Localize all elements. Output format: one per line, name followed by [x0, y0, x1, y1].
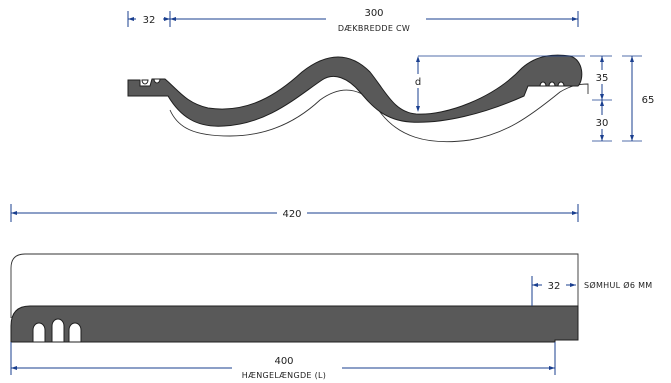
height-dimensions: 35 30 65 — [590, 55, 659, 142]
length-dimension: 420 — [10, 204, 579, 222]
total-length-label: 420 — [282, 209, 301, 220]
d-dimension: d — [411, 55, 585, 112]
hanging-length-dimension: 400 HÆNGELÆNGDE (L) — [10, 342, 556, 383]
side-view-notch — [68, 322, 82, 343]
side-view-notch — [51, 318, 65, 343]
height-30-label: 30 — [596, 118, 609, 129]
tile-profile-section — [127, 54, 589, 143]
nail-hole-label: SØMHUL Ø6 MM — [584, 280, 652, 290]
profile-notch — [141, 79, 149, 85]
height-65-label: 65 — [642, 95, 655, 106]
nail-dim-32-label: 32 — [548, 281, 561, 292]
width-dimension: 32 300 DÆKBREDDE CW — [127, 6, 579, 34]
hanging-length-value: 400 — [274, 356, 293, 367]
profile-notch — [557, 81, 565, 87]
side-view-outline — [10, 253, 579, 318]
profile-body — [127, 54, 583, 127]
width-caption: DÆKBREDDE CW — [338, 24, 410, 33]
side-view-notch — [32, 322, 46, 343]
d-label: d — [415, 77, 421, 88]
dim-32-label: 32 — [143, 15, 156, 26]
side-view-body — [10, 305, 579, 343]
profile-notch — [153, 78, 161, 84]
hanging-length-caption: HÆNGELÆNGDE (L) — [242, 371, 326, 380]
height-35-label: 35 — [596, 73, 609, 84]
profile-notch — [539, 81, 547, 87]
tile-side-view — [10, 253, 579, 343]
profile-notch — [548, 81, 556, 87]
nail-hole-dimension: 32 SØMHUL Ø6 MM — [531, 276, 652, 306]
width-value-label: 300 — [364, 8, 383, 19]
